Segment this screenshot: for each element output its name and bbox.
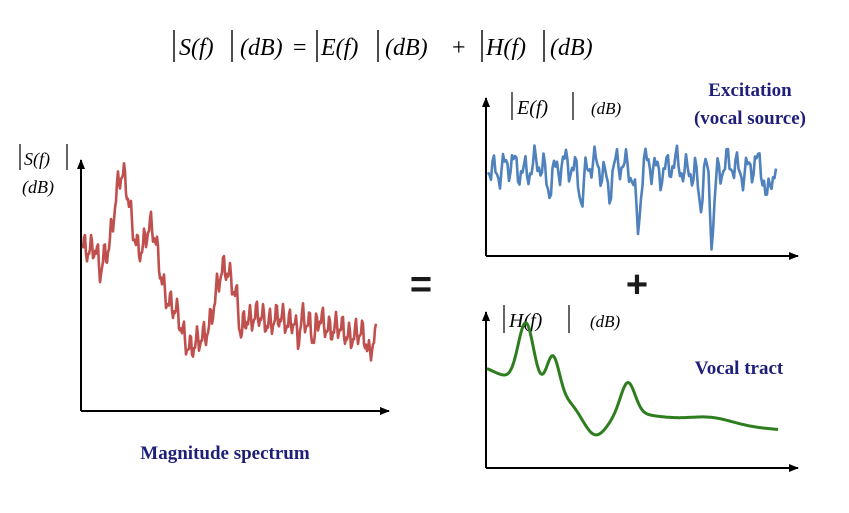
equation-lhs-unit: (dB) (240, 35, 283, 61)
tract-title: Vocal tract (695, 358, 784, 379)
equation-equals: = (293, 35, 307, 61)
tract-ylabel-mag: H(f) (508, 310, 543, 332)
equation-plus: + (452, 35, 466, 61)
equals-operator: = (410, 264, 432, 306)
tract-ylabel-unit: (dB) (590, 312, 621, 331)
excitation-ylabel-unit: (dB) (591, 99, 622, 118)
speech-caption: Magnitude spectrum (140, 443, 310, 464)
speech-ylabel-mag: S(f) (24, 149, 50, 170)
speech-ylabel-unit: (dB) (22, 177, 54, 198)
equation-term1-unit: (dB) (385, 35, 428, 61)
speech-spectrum-curve (81, 162, 378, 362)
plus-operator: + (626, 264, 648, 306)
excitation-ylabel-mag: E(f) (516, 97, 548, 119)
excitation-panel: E(f) (dB) Excitation (vocal source) (482, 80, 806, 260)
vocal-tract-curve (486, 321, 779, 437)
equation: S(f) (dB) = E(f) (dB) + H(f) (dB) (173, 30, 593, 62)
speech-spectrum-panel: S(f) (dB) Magnitude spectrum (19, 144, 390, 464)
excitation-title-line1: Excitation (708, 80, 792, 101)
equation-lhs: S(f) (179, 35, 214, 61)
vocal-tract-panel: H(f) (dB) Vocal tract (482, 305, 799, 472)
equation-term2-unit: (dB) (550, 35, 593, 61)
equation-term1: E(f) (320, 35, 358, 61)
excitation-title-line2: (vocal source) (694, 108, 806, 129)
excitation-curve (486, 144, 778, 251)
equation-term2: H(f) (485, 35, 526, 61)
